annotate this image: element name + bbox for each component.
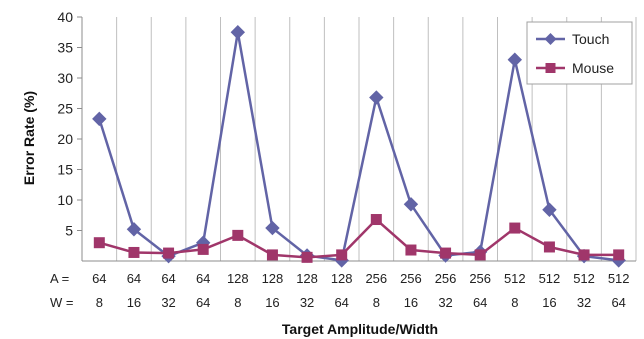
legend-mouse-marker: [545, 63, 556, 73]
x-tick-label-width: 64: [196, 295, 210, 310]
x-tick-label-amplitude: 64: [161, 271, 175, 286]
y-tick-label: 20: [57, 131, 73, 147]
touch-point: [542, 202, 557, 217]
legend-box: [526, 21, 633, 85]
mouse-point: [336, 249, 348, 261]
x-tick-label-amplitude: 64: [196, 271, 210, 286]
x-tick-label-width: 8: [373, 295, 380, 310]
x-tick-label-width: 16: [404, 295, 418, 310]
x-tick-label-width: 64: [473, 295, 487, 310]
y-tick-label: 40: [57, 9, 73, 25]
x-tick-label-amplitude: 512: [504, 271, 526, 286]
legend-mouse-label: Mouse: [572, 60, 614, 76]
x-tick-label-amplitude: 64: [127, 271, 141, 286]
series-layer: [92, 25, 626, 268]
x-tick-label-width: 16: [265, 295, 279, 310]
touch-point: [92, 111, 107, 127]
x-tick-label-amplitude: 128: [227, 271, 249, 286]
x-tick-label-amplitude: 128: [296, 271, 318, 286]
touch-point: [369, 90, 384, 105]
row-label-amplitude: A =: [50, 271, 69, 286]
x-tick-label-amplitude: 64: [92, 271, 106, 286]
x-tick-label-width: 16: [542, 295, 556, 310]
x-tick-label-width: 16: [127, 295, 141, 310]
x-tick-label-amplitude: 128: [262, 271, 284, 286]
mouse-point: [440, 247, 452, 259]
mouse-point: [232, 229, 244, 241]
axis-layer: 5 10 15 20 25 30 35 40: [57, 9, 636, 262]
mouse-point: [266, 249, 278, 261]
label-layer: A = W = 64 8 64 16 64 32 64 64 128 8 128 16 128 32 128 64…: [50, 271, 630, 310]
row-label-width: W =: [50, 295, 73, 310]
y-tick-label: 5: [65, 223, 73, 239]
mouse-point: [405, 244, 417, 256]
y-tick-label: 30: [57, 70, 73, 86]
mouse-point: [370, 214, 382, 226]
x-tick-label-amplitude: 256: [365, 271, 387, 286]
mouse-point: [474, 249, 486, 261]
touch-point: [230, 25, 246, 40]
x-tick-label-width: 8: [234, 295, 241, 310]
mouse-series-line: [98, 218, 619, 259]
mouse-point: [613, 249, 625, 261]
legend-touch-label: Touch: [572, 31, 609, 47]
x-tick-label-width: 32: [300, 295, 314, 310]
x-tick-label-amplitude: 512: [539, 271, 561, 286]
mouse-point: [543, 241, 555, 253]
x-tick-label-width: 8: [96, 295, 103, 310]
x-tick-label-width: 64: [334, 295, 348, 310]
x-tick-label-amplitude: 512: [608, 271, 630, 286]
x-tick-label-width: 64: [611, 295, 625, 310]
x-tick-label-amplitude: 256: [435, 271, 457, 286]
legend-touch-marker: [544, 33, 557, 45]
mouse-point: [197, 243, 209, 255]
touch-point: [126, 222, 142, 237]
touch-point: [403, 197, 419, 212]
x-tick-label-amplitude: 256: [469, 271, 491, 286]
mouse-point: [163, 247, 175, 259]
mouse-point: [128, 246, 140, 258]
x-tick-label-width: 32: [161, 295, 175, 310]
x-tick-label-amplitude: 256: [400, 271, 422, 286]
mouse-point: [301, 251, 313, 263]
x-tick-label-amplitude: 128: [331, 271, 353, 286]
mouse-point: [509, 222, 521, 234]
x-tick-label-amplitude: 512: [573, 271, 595, 286]
y-tick-label: 15: [57, 162, 73, 178]
y-tick-label: 10: [57, 192, 73, 208]
mouse-point: [578, 249, 590, 261]
x-axis-title: Target Amplitude/Width: [282, 321, 438, 337]
y-tick-label: 35: [57, 40, 73, 56]
legend: Touch Mouse: [526, 21, 633, 85]
x-tick-label-width: 32: [577, 295, 591, 310]
x-tick-label-width: 32: [438, 295, 452, 310]
mouse-point: [93, 237, 105, 249]
y-axis-title: Error Rate (%): [21, 91, 37, 185]
touch-series-line: [98, 31, 619, 262]
x-tick-label-width: 8: [511, 295, 518, 310]
touch-point: [507, 52, 523, 67]
touch-point: [265, 220, 280, 236]
y-tick-label: 25: [57, 101, 73, 117]
